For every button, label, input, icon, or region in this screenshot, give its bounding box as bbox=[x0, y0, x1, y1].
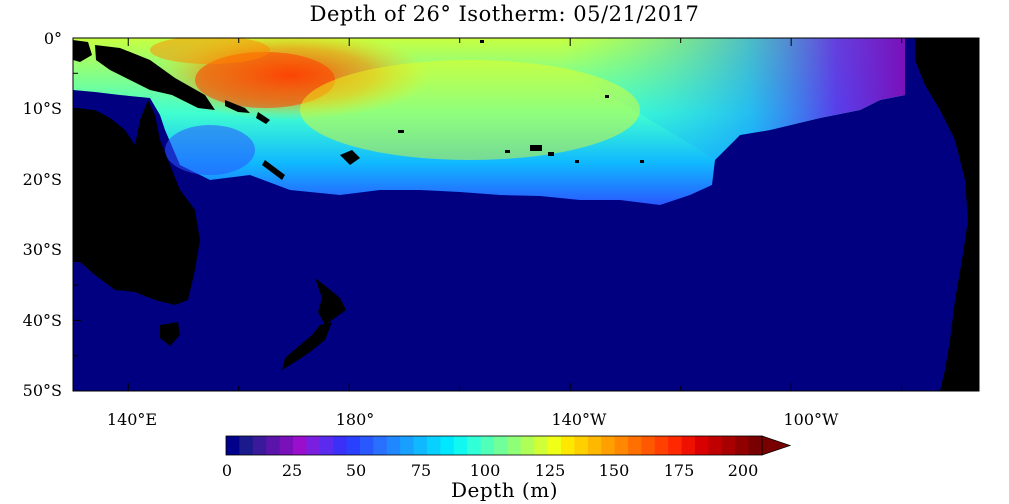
colorbar-swatch bbox=[695, 436, 709, 455]
ocean-background bbox=[73, 38, 979, 391]
y-tick-label-50s: 50°S bbox=[22, 381, 62, 400]
colorbar-swatch bbox=[413, 436, 428, 455]
colorbar-label-200: 200 bbox=[727, 461, 759, 480]
colorbar-swatch bbox=[561, 436, 575, 455]
warm-pool-north bbox=[150, 38, 270, 64]
y-axis-ticks bbox=[73, 37, 979, 392]
colorbar-swatch bbox=[735, 436, 749, 455]
y-tick-label-30s: 30°S bbox=[22, 240, 62, 259]
colorbar-swatch bbox=[574, 436, 589, 455]
colorbar-swatch bbox=[346, 436, 361, 455]
map-title: Depth of 26° Isotherm: 05/21/2017 bbox=[309, 2, 700, 26]
warm-pool-inner bbox=[195, 52, 335, 108]
new-caledonia bbox=[262, 160, 285, 180]
y-tick-label-20s: 20°S bbox=[22, 170, 62, 189]
colorbar-label-125: 125 bbox=[534, 461, 566, 480]
colorbar-swatch bbox=[279, 436, 294, 455]
colorbar-swatch bbox=[266, 436, 280, 455]
south-america-landmass bbox=[915, 38, 979, 391]
colorbar-swatch bbox=[668, 436, 682, 455]
colorbar-swatch bbox=[507, 436, 522, 455]
colorbar-swatch bbox=[547, 436, 562, 455]
colorbar-label-50: 50 bbox=[345, 461, 367, 480]
colorbar-label-75: 75 bbox=[410, 461, 432, 480]
colorbar-frame bbox=[225, 435, 763, 456]
new-zealand-south bbox=[282, 322, 332, 370]
colorbar-label-25: 25 bbox=[281, 461, 303, 480]
colorbar-swatch bbox=[601, 436, 615, 455]
x-axis-ticks bbox=[127, 38, 903, 391]
plot-frame bbox=[72, 37, 980, 392]
indonesia-landmass bbox=[73, 40, 92, 62]
y-tick-label-40s: 40°S bbox=[22, 311, 62, 330]
solomon-islands bbox=[225, 100, 270, 124]
x-tick-label-140w: 140°W bbox=[551, 410, 607, 429]
colorbar-swatch bbox=[494, 436, 508, 455]
colorbar-swatch bbox=[453, 436, 468, 455]
colorbar-swatch bbox=[708, 436, 723, 455]
pacific-islands bbox=[398, 40, 644, 163]
fiji-islands bbox=[340, 150, 360, 165]
colorbar-swatch bbox=[628, 436, 642, 455]
colorbar-swatch bbox=[226, 436, 240, 455]
colorbar-swatch bbox=[319, 436, 334, 455]
colorbar-label-150: 150 bbox=[598, 461, 630, 480]
colorbar-label-100: 100 bbox=[469, 461, 501, 480]
colorbar-swatch bbox=[641, 436, 656, 455]
colorbar-swatch bbox=[721, 436, 736, 455]
colorbar bbox=[225, 435, 792, 456]
warm-band bbox=[73, 38, 905, 205]
colorbar-swatch bbox=[614, 436, 629, 455]
colorbar-extend-arrow bbox=[761, 435, 792, 456]
warm-pool-core bbox=[150, 38, 430, 120]
colorbar-swatch bbox=[440, 436, 455, 455]
east-shoal-band bbox=[560, 38, 905, 160]
colorbar-swatch bbox=[681, 436, 696, 455]
colorbar-swatch bbox=[400, 436, 414, 455]
colorbar-swatch bbox=[293, 436, 307, 455]
colorbar-swatch bbox=[373, 436, 388, 455]
colorbar-swatch bbox=[360, 436, 374, 455]
x-tick-label-100w: 100°W bbox=[783, 410, 839, 429]
x-tick-label-140e: 140°E bbox=[106, 410, 158, 429]
australia-landmass bbox=[73, 100, 200, 305]
colorbar-swatch bbox=[386, 436, 401, 455]
colorbar-swatch bbox=[587, 436, 602, 455]
colorbar-swatch bbox=[520, 436, 535, 455]
y-tick-label-0: 0° bbox=[43, 29, 62, 48]
colorbar-swatch bbox=[480, 436, 495, 455]
tasmania-landmass bbox=[160, 322, 180, 346]
y-tick-label-10s: 10°S bbox=[22, 99, 62, 118]
colorbar-label-175: 175 bbox=[663, 461, 695, 480]
colorbar-swatch bbox=[654, 436, 669, 455]
colorbar-title: Depth (m) bbox=[450, 478, 559, 502]
colorbar-swatch bbox=[333, 436, 347, 455]
colorbar-swatch bbox=[239, 436, 254, 455]
colorbar-swatch bbox=[748, 436, 763, 455]
yellow-band bbox=[300, 60, 640, 160]
colorbar-swatch bbox=[252, 436, 267, 455]
new-guinea-landmass bbox=[95, 45, 215, 110]
new-zealand-north bbox=[315, 278, 346, 325]
colorbar-swatch bbox=[427, 436, 441, 455]
colorbar-swatch bbox=[467, 436, 481, 455]
x-tick-label-180: 180° bbox=[335, 410, 375, 429]
colorbar-swatch bbox=[306, 436, 321, 455]
colorbar-swatch bbox=[534, 436, 548, 455]
coral-sea-pocket bbox=[165, 125, 255, 175]
colorbar-label-0: 0 bbox=[221, 461, 233, 480]
